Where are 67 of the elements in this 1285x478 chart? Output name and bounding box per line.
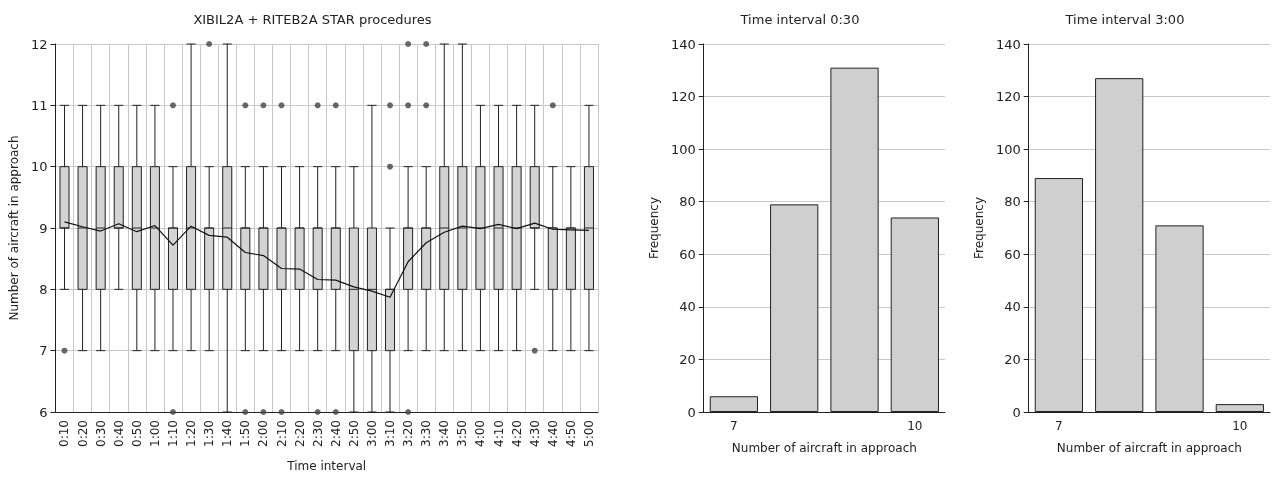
x-axis-title: Number of aircraft in approach (731, 441, 917, 455)
y-tick-label: 0 (1012, 404, 1021, 420)
x-axis-title: Time interval (286, 459, 367, 473)
x-tick-label: 5:00 (581, 420, 596, 447)
x-tick-label: 3:50 (455, 420, 470, 447)
chart-title: XIBIL2A + RITEB2A STAR procedures (193, 12, 432, 27)
y-tick-label: 0 (687, 404, 696, 420)
y-tick-label: 120 (995, 89, 1021, 105)
y-tick-label: 140 (670, 36, 696, 52)
x-tick-label: 7 (730, 419, 738, 433)
line-series (63, 221, 590, 298)
x-tick-label: 2:40 (328, 420, 343, 447)
y-tick-label: 120 (670, 89, 696, 105)
y-tick-label: 6 (39, 404, 48, 420)
x-tick-label: 1:00 (147, 420, 162, 447)
y-tick-label: 10 (30, 159, 48, 175)
y-tick-label: 20 (1004, 351, 1021, 367)
x-tick-label: 3:20 (401, 420, 416, 447)
x-tick-label: 0:40 (111, 420, 126, 447)
x-tick-label: 0:20 (75, 420, 90, 447)
y-tick-label: 140 (995, 36, 1021, 52)
x-tick-label: 2:20 (292, 420, 307, 447)
x-tick-label: 3:30 (419, 420, 434, 447)
x-tick-label: 4:40 (545, 420, 560, 447)
x-tick-label: 4:20 (509, 420, 524, 447)
x-tick-label: 0:10 (57, 420, 72, 447)
x-tick-label: 10 (907, 419, 923, 433)
y-axis-title: Frequency (647, 197, 661, 259)
y-tick-label: 100 (995, 141, 1021, 157)
x-tick-label: 1:30 (202, 420, 217, 447)
chart-title: Time interval 3:00 (1064, 12, 1185, 27)
x-tick-label: 2:50 (346, 420, 361, 447)
x-axis-title: Number of aircraft in approach (1056, 441, 1242, 455)
y-tick-label: 80 (1004, 194, 1021, 210)
x-tick-label: 0:30 (93, 420, 108, 447)
x-tick-label: 3:10 (383, 420, 398, 447)
x-tick-label: 1:20 (184, 420, 199, 447)
x-tick-label: 3:00 (364, 420, 379, 447)
x-tick-label: 3:40 (437, 420, 452, 447)
y-tick-label: 40 (1004, 299, 1021, 315)
x-tick-label: 4:30 (527, 420, 542, 447)
x-tick-label: 7 (1055, 419, 1063, 433)
y-tick-label: 9 (39, 220, 48, 236)
y-tick-label: 40 (679, 299, 696, 315)
y-tick-label: 8 (39, 281, 48, 297)
chart-title: Time interval 0:30 (739, 12, 860, 27)
y-axis-title: Number of aircraft in approach (7, 135, 21, 321)
y-axis-title: Frequency (972, 197, 986, 259)
x-tick-label: 0:50 (129, 420, 144, 447)
x-tick-label: 2:30 (310, 420, 325, 447)
x-tick-label: 1:10 (166, 420, 180, 447)
y-tick-label: 7 (39, 343, 48, 359)
x-tick-label: 1:40 (220, 420, 235, 447)
y-tick-label: 60 (679, 246, 696, 262)
y-tick-label: 20 (679, 351, 696, 367)
y-tick-label: 100 (670, 141, 696, 157)
y-tick-label: 60 (1004, 246, 1021, 262)
x-tick-label: 2:10 (274, 420, 289, 447)
x-tick-label: 2:00 (256, 420, 271, 447)
y-tick-label: 80 (679, 194, 696, 210)
x-tick-label: 4:10 (491, 420, 506, 447)
x-tick-label: 4:00 (473, 420, 488, 447)
y-tick-label: 11 (30, 97, 48, 113)
x-tick-label: 10 (1232, 419, 1248, 433)
x-tick-label: 1:50 (238, 420, 253, 447)
x-tick-label: 4:50 (563, 420, 578, 447)
y-tick-label: 12 (30, 36, 48, 52)
